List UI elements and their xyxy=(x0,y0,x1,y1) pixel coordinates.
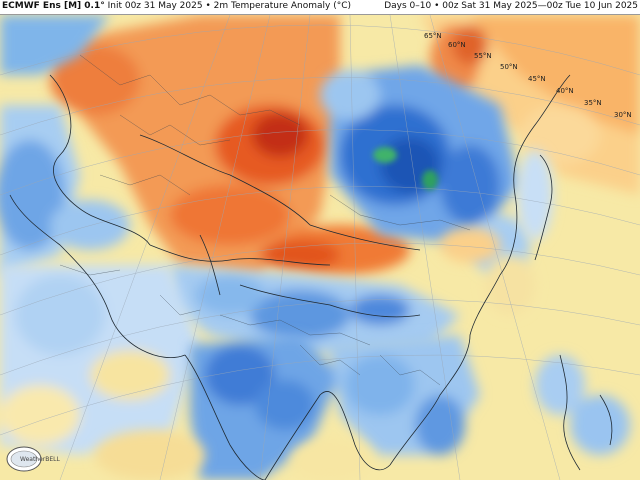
field-name: 2m Temperature Anomaly (°C) xyxy=(213,1,352,11)
graticule xyxy=(0,15,640,480)
pacific-field xyxy=(420,15,640,195)
lat-label-65n: 65°N xyxy=(424,32,442,40)
latitude-labels: 65°N 60°N 55°N 50°N 45°N 40°N 35°N 30°N xyxy=(424,32,632,119)
weatherbell-logo xyxy=(6,446,42,472)
valid-period: Days 0–10 • 00z Sat 31 May 2025—00z Tue … xyxy=(384,1,638,11)
lat-label-45n: 45°N xyxy=(528,75,546,83)
country-borders xyxy=(59,54,471,386)
title-left: ECMWF Ens [M] 0.1° Init 00z 31 May 2025 … xyxy=(2,1,352,11)
anomaly-map: 65°N 60°N 55°N 50°N 45°N 40°N 35°N 30°N xyxy=(0,15,640,480)
coastlines xyxy=(9,74,613,480)
extreme-cold-cells xyxy=(373,147,438,190)
lat-label-55n: 55°N xyxy=(474,52,492,60)
lat-label-35n: 35°N xyxy=(584,99,602,107)
north-atlantic-cool xyxy=(0,15,130,275)
title-bar: ECMWF Ens [M] 0.1° Init 00z 31 May 2025 … xyxy=(0,0,640,15)
lat-label-60n: 60°N xyxy=(448,41,466,49)
indian-ocean-neutral xyxy=(95,430,370,480)
init-time: Init 00z 31 May 2025 xyxy=(107,1,203,11)
lat-label-30n: 30°N xyxy=(614,111,632,119)
logo-text: WeatherBELL xyxy=(20,456,60,463)
middle-east-field xyxy=(0,265,200,455)
east-asia-field xyxy=(440,150,630,455)
model-name: ECMWF Ens [M] 0.1° xyxy=(2,1,105,11)
central-asia-cool xyxy=(170,265,460,355)
lat-label-40n: 40°N xyxy=(556,87,574,95)
lat-label-50n: 50°N xyxy=(500,63,518,71)
